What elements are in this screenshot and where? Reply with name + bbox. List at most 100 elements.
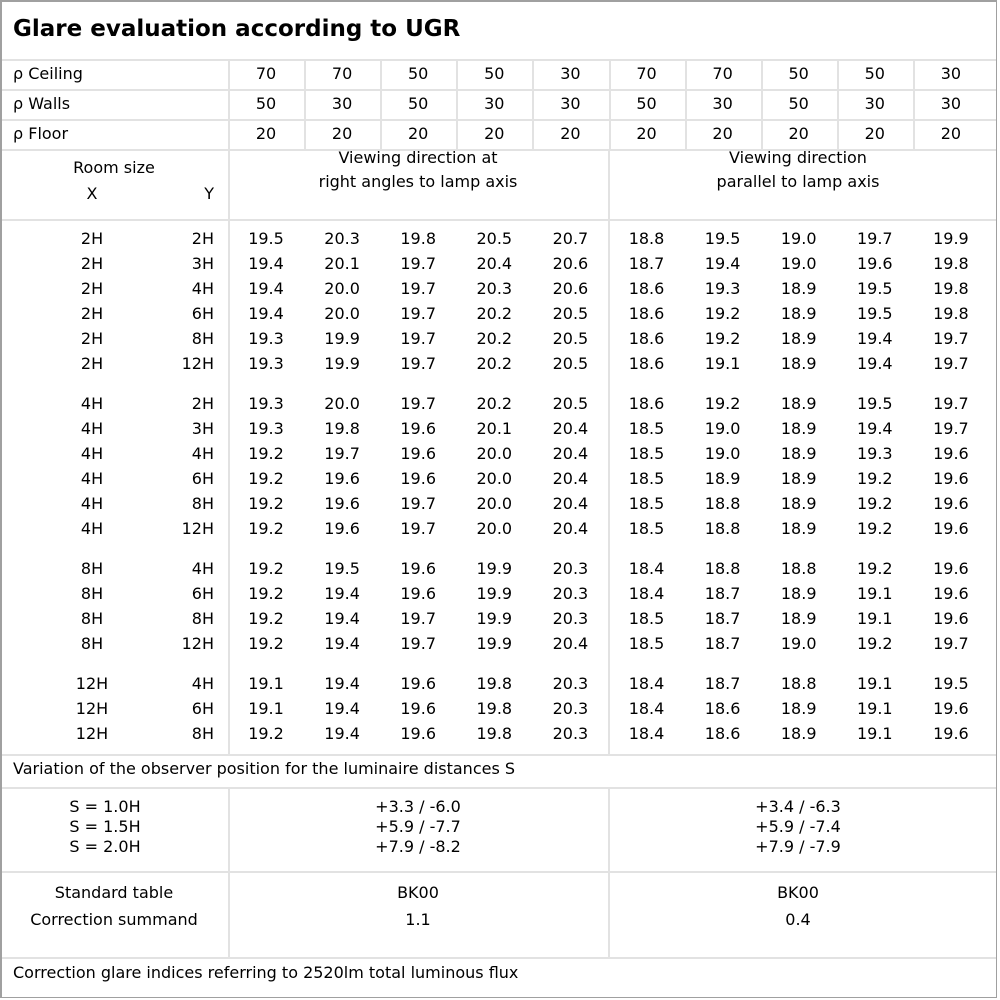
room-size-x: 4H — [80, 419, 104, 438]
reflectance-value: 50 — [788, 94, 809, 113]
room-size-y: 8H — [191, 329, 214, 348]
room-size-y: 4H — [191, 674, 214, 693]
ugr-value: 19.8 — [933, 304, 969, 323]
ugr-value: 19.6 — [400, 469, 436, 488]
room-size-y: 2H — [191, 229, 214, 248]
row-divider — [2, 149, 996, 151]
ugr-value: 18.6 — [704, 699, 741, 718]
ugr-value: 19.3 — [248, 394, 284, 413]
ugr-value: 18.9 — [704, 469, 741, 488]
ugr-value: 19.6 — [933, 444, 969, 463]
room-size-y: 4H — [191, 559, 214, 578]
ugr-value: 19.4 — [324, 609, 360, 628]
ugr-value: 19.1 — [704, 354, 741, 373]
ugr-value: 19.6 — [324, 494, 360, 513]
room-size-x: 8H — [80, 584, 104, 603]
ugr-value: 19.3 — [248, 354, 284, 373]
standard-table-right-angles: BK00 — [397, 883, 439, 902]
ugr-value: 19.9 — [476, 559, 513, 578]
ugr-value: 19.4 — [324, 699, 360, 718]
ugr-value: 19.2 — [248, 469, 284, 488]
ugr-value: 19.5 — [704, 229, 741, 248]
room-size-label: Room size — [73, 158, 155, 177]
reflectance-value: 30 — [940, 94, 962, 113]
ugr-value: 19.0 — [780, 254, 817, 273]
ugr-value: 18.5 — [628, 609, 665, 628]
ugr-value: 19.6 — [400, 559, 436, 578]
ugr-value: 18.4 — [628, 584, 665, 603]
parallel-header: Viewing direction — [729, 148, 867, 167]
reflectance-value: 70 — [255, 64, 277, 83]
ugr-value: 19.0 — [704, 419, 741, 438]
ugr-value: 19.2 — [248, 444, 284, 463]
ugr-value: 20.0 — [324, 279, 360, 298]
ugr-value: 19.3 — [248, 419, 284, 438]
ugr-value: 19.2 — [248, 494, 284, 513]
ugr-value: 19.7 — [933, 354, 969, 373]
ugr-value: 19.3 — [856, 444, 893, 463]
ugr-value: 19.2 — [856, 519, 893, 538]
variation-parallel: +5.9 / -7.4 — [755, 817, 841, 836]
ugr-value: 19.6 — [933, 494, 969, 513]
room-size-y: 3H — [191, 254, 214, 273]
column-divider — [228, 60, 230, 150]
ugr-value: 19.4 — [324, 724, 360, 743]
ugr-value: 19.1 — [856, 584, 893, 603]
column-divider — [304, 60, 307, 150]
ugr-value: 19.4 — [324, 634, 360, 653]
ugr-value: 19.8 — [400, 229, 436, 248]
room-size-x: 8H — [80, 634, 104, 653]
row-divider — [2, 59, 996, 61]
ugr-value: 18.6 — [628, 304, 665, 323]
room-size-x: 4H — [80, 394, 104, 413]
ugr-value: 19.9 — [324, 329, 360, 348]
ugr-value: 20.0 — [476, 469, 513, 488]
ugr-value: 19.7 — [933, 419, 969, 438]
ugr-value: 20.3 — [552, 559, 589, 578]
ugr-value: 20.4 — [552, 494, 589, 513]
ugr-value: 20.3 — [324, 229, 360, 248]
reflectance-value: 50 — [408, 64, 429, 83]
ugr-value: 18.6 — [628, 329, 665, 348]
room-size-y: 3H — [191, 419, 214, 438]
variation-right-angles: +7.9 / -8.2 — [375, 837, 461, 856]
reflectance-label: ρ Floor — [13, 124, 69, 143]
reflectance-value: 20 — [712, 124, 733, 143]
ugr-value: 19.9 — [476, 609, 513, 628]
standard-table-label: Standard table — [54, 883, 174, 902]
room-size-y: 12H — [181, 634, 214, 653]
ugr-value: 19.7 — [933, 329, 969, 348]
ugr-value: 19.4 — [704, 254, 741, 273]
footer-note: Correction glare indices referring to 25… — [13, 963, 519, 982]
ugr-value: 19.8 — [933, 279, 969, 298]
ugr-value: 18.7 — [704, 609, 741, 628]
ugr-value: 19.2 — [248, 559, 284, 578]
ugr-value: 18.4 — [628, 699, 665, 718]
ugr-value: 20.0 — [324, 394, 360, 413]
ugr-value: 18.8 — [704, 494, 741, 513]
ugr-value: 18.5 — [628, 444, 665, 463]
ugr-value: 19.6 — [933, 584, 969, 603]
ugr-value: 19.7 — [856, 229, 893, 248]
ugr-value: 19.4 — [856, 329, 893, 348]
room-size-y: 6H — [191, 304, 214, 323]
ugr-value: 19.6 — [400, 674, 436, 693]
correction-right-angles: 1.1 — [405, 910, 431, 929]
standard-table-parallel: BK00 — [777, 883, 819, 902]
ugr-value: 19.5 — [324, 559, 360, 578]
ugr-value: 19.6 — [933, 699, 969, 718]
ugr-value: 20.2 — [476, 304, 513, 323]
reflectance-value: 30 — [712, 94, 733, 113]
ugr-value: 19.4 — [324, 584, 360, 603]
ugr-value: 19.2 — [704, 304, 741, 323]
ugr-value: 19.5 — [856, 304, 893, 323]
ugr-value: 20.4 — [552, 519, 589, 538]
reflectance-value: 50 — [255, 94, 277, 113]
room-size-x: 4H — [80, 444, 104, 463]
variation-parallel: +3.4 / -6.3 — [755, 797, 841, 816]
reflectance-value: 50 — [408, 94, 429, 113]
ugr-value: 19.1 — [856, 724, 893, 743]
ugr-value: 19.7 — [400, 494, 436, 513]
ugr-value: 18.9 — [780, 354, 817, 373]
ugr-value: 18.5 — [628, 494, 665, 513]
